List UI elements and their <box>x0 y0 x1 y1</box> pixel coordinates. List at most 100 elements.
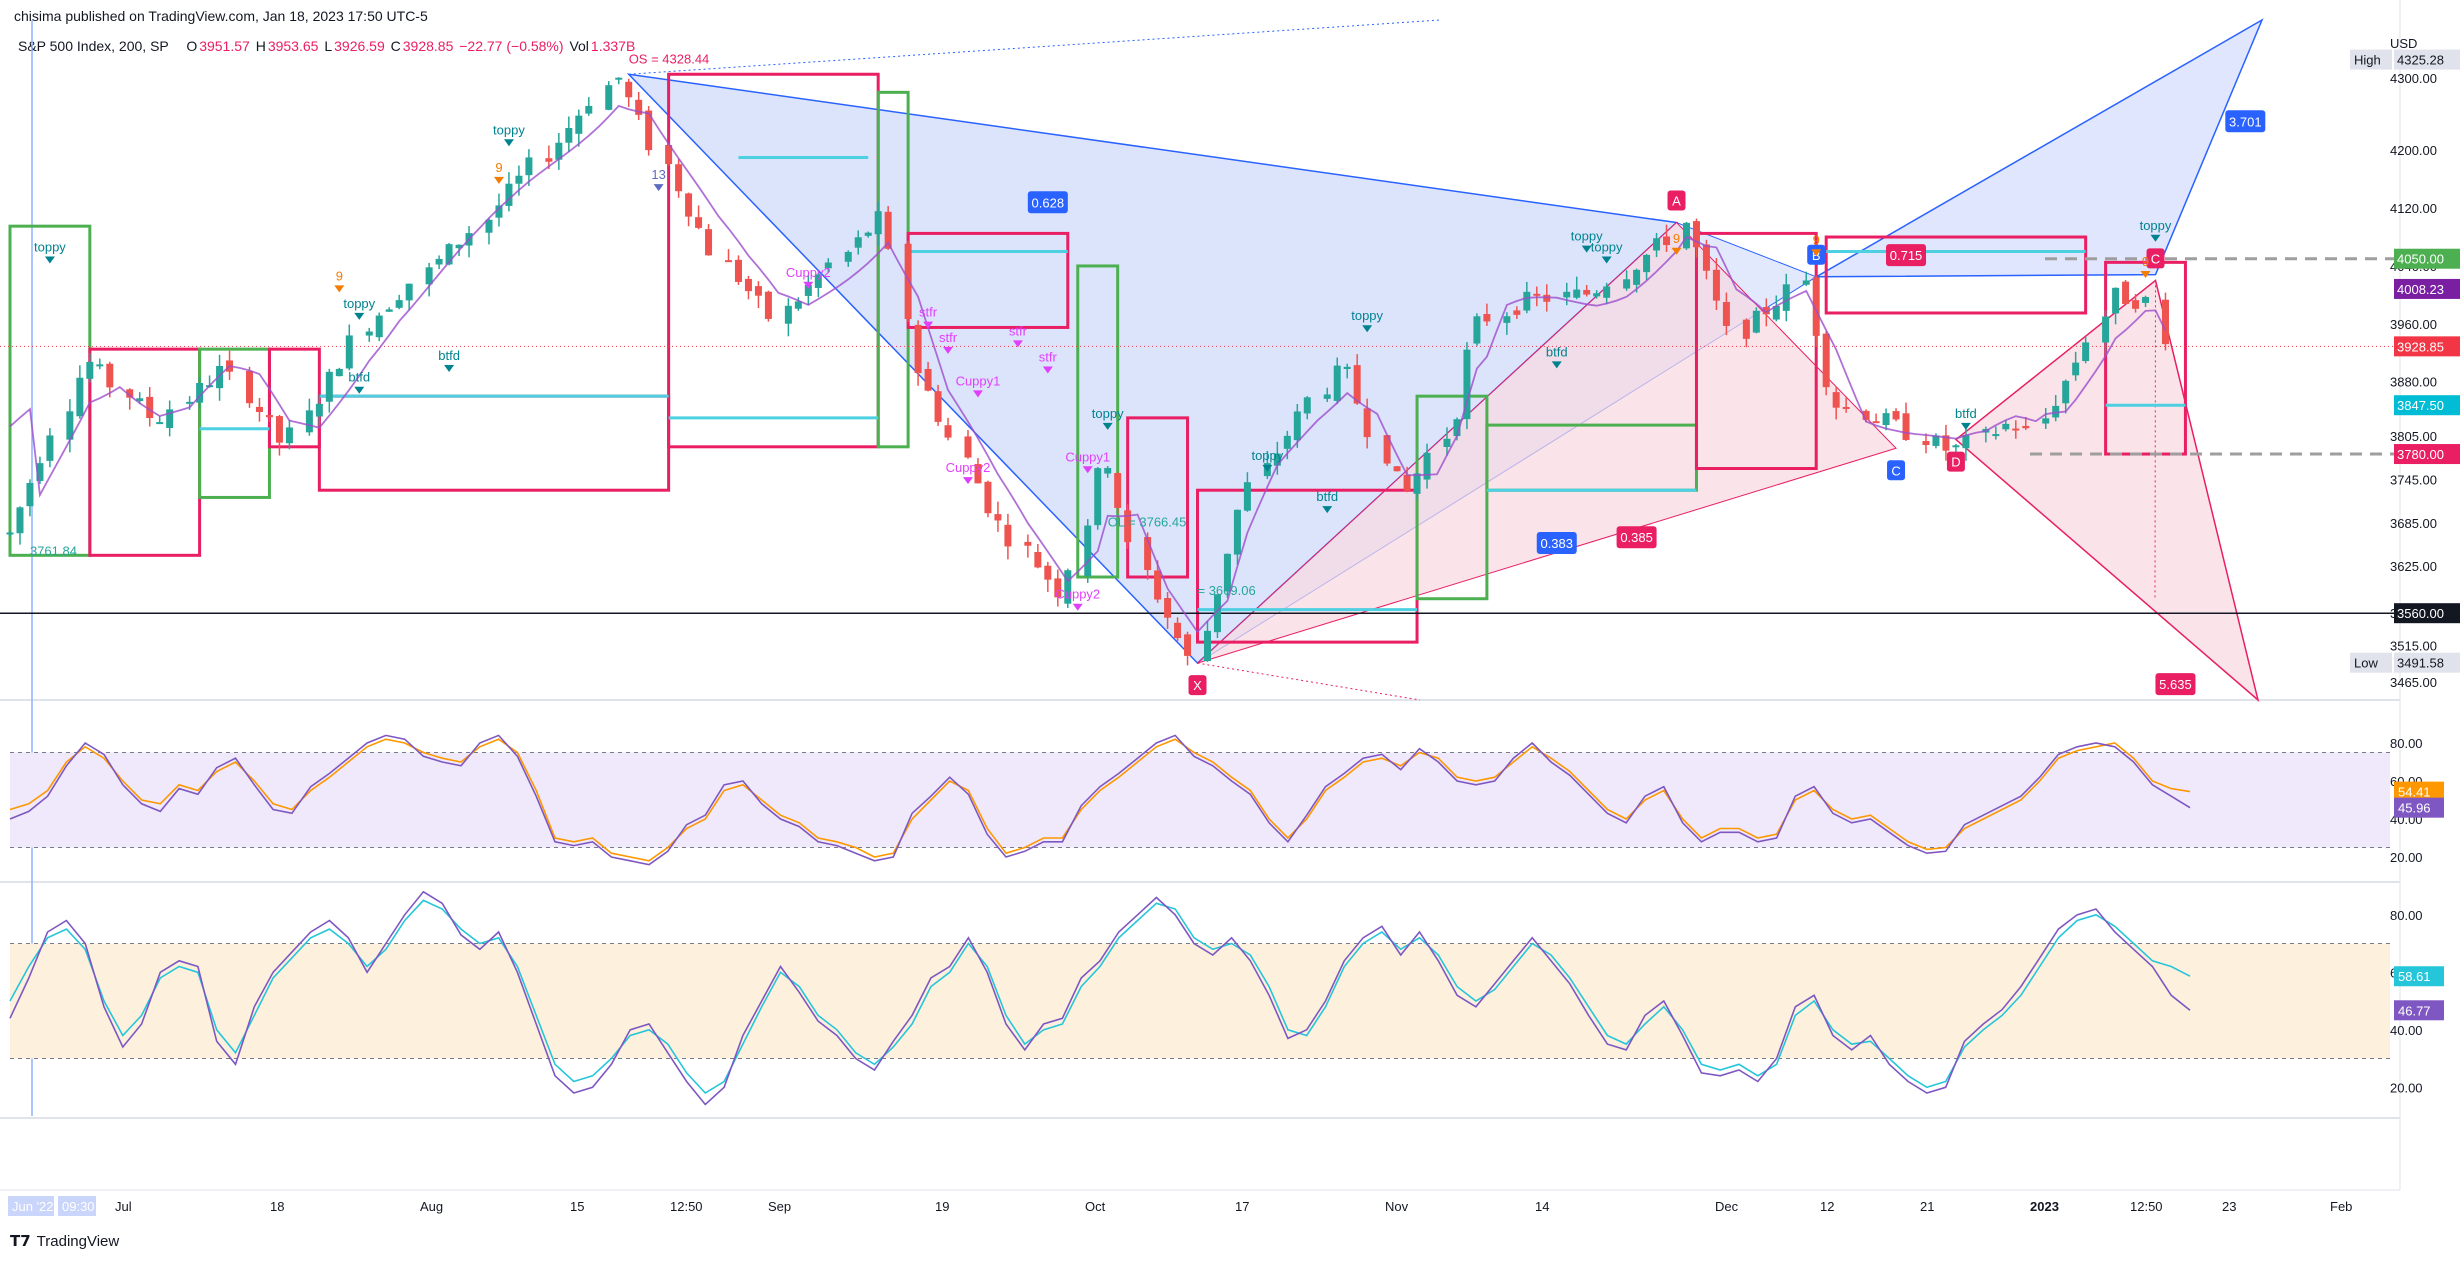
candle-body <box>625 81 633 98</box>
footer-brand[interactable]: 𝗧𝟳 TradingView <box>10 1232 119 1251</box>
candle-body <box>2161 299 2169 345</box>
candle-body <box>1004 524 1012 547</box>
time-tick-label: 12:50 <box>2130 1199 2163 1214</box>
candle-body <box>1633 269 1641 285</box>
pattern-point-label: C <box>2151 251 2160 266</box>
candle-body <box>1922 441 1930 446</box>
close-label: C <box>390 38 401 54</box>
candle-body <box>305 410 313 433</box>
ratio-badge <box>1027 191 1068 214</box>
candle-body <box>705 229 713 256</box>
signal-label: Cuppy1 <box>956 373 1001 388</box>
signal-arrow-icon <box>1042 366 1053 374</box>
candle-body <box>1144 537 1152 571</box>
candle-body <box>1164 598 1172 618</box>
candle-body <box>1223 553 1231 592</box>
candle-body <box>525 157 533 176</box>
candle-body <box>2012 428 2020 431</box>
ratio-badge <box>2225 110 2266 133</box>
ratio-badge <box>1536 532 1577 555</box>
candle-body <box>1862 410 1870 420</box>
signal-arrow-icon <box>1082 466 1093 474</box>
candle-body <box>1752 310 1760 333</box>
candle-body <box>1233 509 1241 555</box>
stoch-series-line <box>9 890 2191 1106</box>
signal-arrow-icon <box>1072 603 1083 611</box>
candle-body <box>435 258 443 265</box>
symbol-name[interactable]: S&P 500 Index, 200, SP <box>18 38 169 54</box>
candle-body <box>315 403 323 417</box>
candle-body <box>265 415 273 418</box>
signal-arrow-icon <box>962 477 973 485</box>
pattern-point-marker <box>1667 190 1686 211</box>
signal-label: 9 <box>2142 254 2149 269</box>
signal-label: toppy <box>2140 218 2172 233</box>
candle-body <box>665 145 673 165</box>
candle-body <box>615 77 623 80</box>
price-axis-unit: USD <box>2390 36 2417 51</box>
high-value: 3953.65 <box>267 38 319 54</box>
price-axis-tag <box>2350 49 2392 70</box>
candle-body <box>445 244 453 265</box>
rsi-value-badge <box>2394 781 2444 802</box>
candle-body <box>884 211 892 249</box>
pattern-point-label: D <box>1951 455 1960 470</box>
price-axis-badge-label: 3928.85 <box>2397 339 2444 354</box>
candle-body <box>455 244 463 249</box>
candle-body <box>36 463 44 481</box>
price-axis-badge-label: 4008.23 <box>2397 282 2444 297</box>
candle-body <box>1822 333 1830 388</box>
price-tick-label: 3685.00 <box>2390 516 2437 531</box>
candle-body <box>585 105 593 114</box>
signal-arrow-icon <box>2150 234 2161 242</box>
candle-body <box>1323 394 1331 399</box>
pattern-point-label: C <box>1891 463 1900 478</box>
signal-arrow-icon <box>1262 464 1273 472</box>
stoch-band <box>10 943 2390 1059</box>
candle-body <box>1593 293 1601 297</box>
signal-label: toppy <box>34 239 66 254</box>
ratio-badge <box>1616 526 1657 549</box>
stoch-value-badge <box>2394 1000 2444 1021</box>
signal-label: btfd <box>348 370 370 385</box>
candle-body <box>1832 392 1840 408</box>
time-tick-label: Aug <box>420 1199 443 1214</box>
signal-label: Cuppy2 <box>946 460 991 475</box>
candle-body <box>764 291 772 319</box>
candle-body <box>1273 453 1281 466</box>
candle-body <box>1114 473 1122 508</box>
candle-body <box>166 409 174 428</box>
price-axis-badge-label: 4325.28 <box>2397 53 2444 68</box>
ratio-label: 0.715 <box>1890 248 1923 263</box>
projection-dotted-line <box>2154 280 2157 601</box>
ratio-label: 0.628 <box>1032 195 1065 210</box>
candle-body <box>2112 287 2120 314</box>
candle-body <box>2002 423 2010 430</box>
candle-body <box>914 324 922 374</box>
candle-body <box>1044 565 1052 580</box>
candle-body <box>565 127 573 143</box>
candle-body <box>1104 467 1112 474</box>
candle-body <box>156 422 164 425</box>
candle-body <box>146 396 154 419</box>
price-axis-badge-label: 3491.58 <box>2397 656 2444 671</box>
volume-value: 1.337B <box>590 38 636 54</box>
time-tick-label: 14 <box>1535 1199 1549 1214</box>
candle-body <box>1603 286 1611 298</box>
price-axis-badge-label: 3780.00 <box>2397 447 2444 462</box>
candle-body <box>555 142 563 160</box>
price-axis-badge <box>2394 49 2460 70</box>
pattern-point-marker <box>1946 451 1965 472</box>
time-tick-label: 12:50 <box>670 1199 703 1214</box>
price-tick-label: 3465.00 <box>2390 675 2437 690</box>
stoch-series-line <box>9 899 2191 1095</box>
price-tick-label: 3625.00 <box>2390 559 2437 574</box>
signal-label: 9 <box>1673 231 1680 246</box>
candle-body <box>186 401 194 404</box>
projection-dotted-line <box>628 19 1441 75</box>
signal-label: toppy <box>1251 448 1283 463</box>
price-tick-label: 3880.00 <box>2390 375 2437 390</box>
ratio-label: 0.383 <box>1540 536 1573 551</box>
candle-body <box>96 364 104 367</box>
